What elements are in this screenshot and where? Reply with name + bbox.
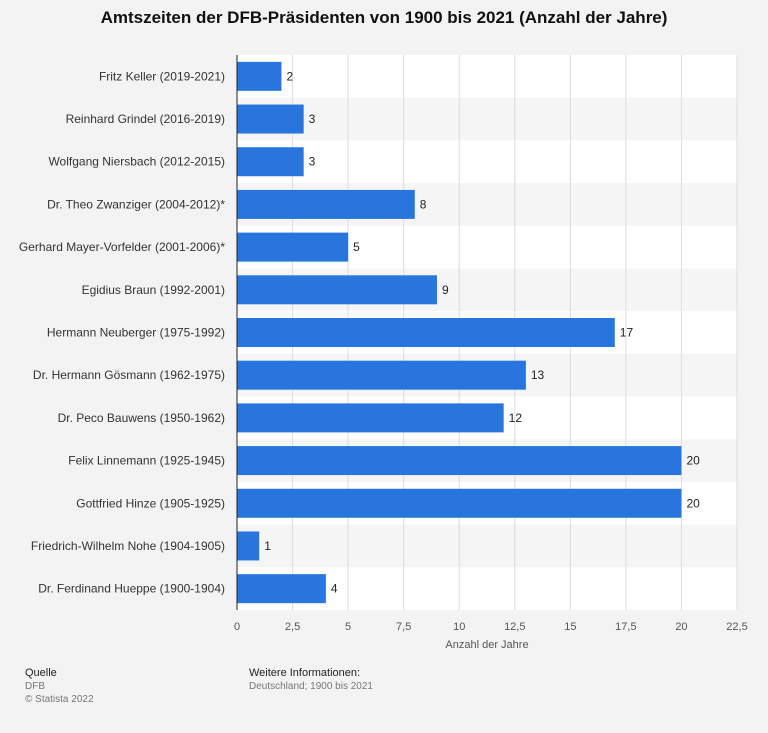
data-label: 3 (309, 155, 316, 169)
bar (237, 104, 304, 134)
bar (237, 232, 349, 262)
category-label: Wolfgang Niersbach (2012-2015) (48, 155, 225, 169)
category-label: Reinhard Grindel (2016-2019) (66, 112, 225, 126)
data-label: 1 (264, 539, 271, 553)
data-label: 3 (309, 112, 316, 126)
source-text: DFB (25, 681, 45, 692)
row-band (237, 524, 737, 568)
x-axis-label: Anzahl der Jahre (445, 639, 528, 651)
category-label: Gottfried Hinze (1905-1925) (76, 496, 225, 510)
category-label: Dr. Theo Zwanziger (2004-2012)* (47, 197, 225, 211)
category-label: Gerhard Mayer-Vorfelder (2001-2006)* (19, 240, 225, 254)
x-tick-label: 22,5 (726, 621, 747, 633)
data-label: 5 (353, 240, 360, 254)
data-label: 8 (420, 197, 427, 211)
data-label: 4 (331, 582, 338, 596)
data-label: 2 (286, 69, 293, 83)
x-tick-label: 20 (675, 621, 687, 633)
x-tick-label: 0 (234, 621, 240, 633)
bar (237, 61, 282, 91)
chart-title: Amtszeiten der DFB-Präsidenten von 1900 … (100, 8, 668, 27)
data-label: 9 (442, 283, 449, 297)
data-label: 20 (686, 454, 700, 468)
x-tick-label: 10 (453, 621, 465, 633)
bar (237, 574, 326, 604)
category-label: Dr. Hermann Gösmann (1962-1975) (33, 368, 225, 382)
x-tick-label: 2,5 (285, 621, 300, 633)
category-label: Dr. Peco Bauwens (1950-1962) (58, 411, 225, 425)
bar (237, 403, 504, 433)
data-label: 13 (531, 368, 545, 382)
source-heading: Quelle (25, 667, 57, 679)
bar (237, 488, 682, 518)
category-label: Egidius Braun (1992-2001) (82, 283, 225, 297)
bar (237, 446, 682, 476)
bar (237, 360, 526, 390)
bar (237, 147, 304, 177)
bar (237, 318, 615, 347)
info-block: Weitere Informationen: Deutschland; 1900… (249, 667, 373, 693)
category-label: Hermann Neuberger (1975-1992) (47, 326, 225, 340)
x-tick-label: 5 (345, 621, 351, 633)
info-heading: Weitere Informationen: (249, 667, 361, 679)
source-block: Quelle DFB © Statista 2022 (25, 667, 94, 706)
data-label: 12 (509, 411, 523, 425)
bar (237, 531, 260, 561)
copyright-text: © Statista 2022 (25, 694, 94, 705)
row-band (237, 97, 737, 141)
category-label: Felix Linnemann (1925-1945) (68, 454, 225, 468)
category-label: Fritz Keller (2019-2021) (99, 69, 225, 83)
bar (237, 275, 437, 305)
x-tick-label: 15 (564, 621, 576, 633)
category-label: Dr. Ferdinand Hueppe (1900-1904) (38, 582, 225, 596)
x-tick-label: 17,5 (615, 621, 636, 633)
x-tick-label: 7,5 (396, 621, 411, 633)
info-text: Deutschland; 1900 bis 2021 (249, 681, 373, 692)
data-label: 17 (620, 326, 634, 340)
data-label: 20 (686, 496, 700, 510)
x-tick-label: 12,5 (504, 621, 525, 633)
category-label: Friedrich-Wilhelm Nohe (1904-1905) (31, 539, 225, 553)
bar (237, 189, 415, 219)
